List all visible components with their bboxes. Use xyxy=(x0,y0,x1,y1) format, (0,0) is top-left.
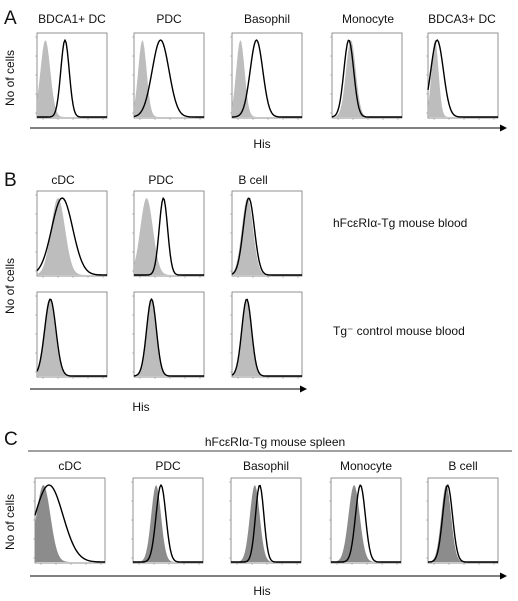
panel-b-isotype-fill xyxy=(134,198,204,275)
panel-c-stain-line xyxy=(133,484,203,563)
panel-a-title-5: BDCA3+ DC xyxy=(428,12,496,26)
panel-c: C hFcεRIα-Tg mouse spleen cDC PDC Basoph… xyxy=(3,429,512,598)
panel-b-row-label-2: Tg⁻ control mouse blood xyxy=(333,324,465,338)
panel-a-title-1: BDCA1+ DC xyxy=(38,12,106,26)
panel-c-isotype-fill xyxy=(133,485,203,562)
panel-a-title-3: Basophil xyxy=(244,12,290,26)
panel-b-isotype-fill xyxy=(232,198,302,275)
panel-c-arrowhead xyxy=(500,572,507,580)
panel-a-isotype-fill xyxy=(232,40,302,118)
panel-b-title-3: B cell xyxy=(238,173,267,187)
panel-a-histogram-4 xyxy=(330,32,403,120)
panel-b-histograms xyxy=(35,190,303,379)
panel-b: B cDC PDC B cell No of cells hFcεRIα-Tg … xyxy=(3,170,467,414)
panel-c-histogram-frame xyxy=(230,477,302,564)
panel-b-histogram-2 xyxy=(132,190,205,278)
panel-b-isotype-fill xyxy=(134,299,204,376)
panel-b-isotype-fill xyxy=(37,299,107,376)
panel-a-isotype-fill xyxy=(428,40,498,117)
panel-b-histogram-1 xyxy=(35,190,108,278)
panel-c-group-title: hFcεRIα-Tg mouse spleen xyxy=(205,435,345,449)
panel-a-histogram-5 xyxy=(426,32,499,120)
panel-b-histogram-6 xyxy=(230,291,303,379)
panel-a-stain-line xyxy=(427,39,498,118)
panel-a-stain-line xyxy=(231,39,302,118)
panel-a-title-2: PDC xyxy=(156,12,182,26)
panel-a-histograms xyxy=(35,32,499,120)
panel-c-isotype-fill xyxy=(231,485,301,562)
panel-a-isotype-fill xyxy=(37,40,107,118)
panel-a-x-label: His xyxy=(253,137,270,151)
panel-c-isotype-fill xyxy=(428,485,498,562)
panel-c-histogram-3 xyxy=(229,477,302,565)
panel-b-histogram-4 xyxy=(35,291,108,379)
panel-c-histogram-4 xyxy=(329,477,402,565)
panel-a-isotype-fill xyxy=(134,40,204,118)
panel-c-histogram-1 xyxy=(33,477,106,565)
panel-a-arrowhead xyxy=(500,124,507,132)
panel-b-histogram-3 xyxy=(230,190,303,278)
panel-b-stain-line xyxy=(36,298,107,377)
panel-c-histogram-2 xyxy=(131,477,204,565)
panel-b-row-label-1: hFcεRIα-Tg mouse blood xyxy=(333,216,467,230)
panel-c-stain-line xyxy=(34,484,106,563)
panel-a-y-label: No of cells xyxy=(3,50,17,106)
panel-c-stain-line xyxy=(427,484,498,563)
panel-a-letter: A xyxy=(4,8,17,29)
panel-b-title-2: PDC xyxy=(148,173,174,187)
panel-c-title-3: Basophil xyxy=(243,459,289,473)
panel-c-histograms xyxy=(33,477,499,565)
panel-b-stain-line xyxy=(36,197,107,276)
panel-c-histogram-5 xyxy=(426,477,499,565)
panel-b-stain-line xyxy=(231,197,302,276)
panel-b-letter: B xyxy=(4,170,17,191)
panel-a-stain-line xyxy=(133,39,204,118)
panel-c-histogram-frame xyxy=(132,477,204,564)
panel-b-stain-line xyxy=(133,298,204,377)
panel-c-x-label: His xyxy=(253,584,270,598)
panel-b-isotype-fill xyxy=(232,299,302,376)
panel-b-title-1: cDC xyxy=(51,173,75,187)
panel-c-title-2: PDC xyxy=(155,459,181,473)
panel-a-stain-line xyxy=(331,39,402,118)
panel-c-title-5: B cell xyxy=(448,459,477,473)
panel-b-histogram-5 xyxy=(132,291,205,379)
panel-a-stain-line xyxy=(37,39,107,118)
panel-b-y-label: No of cells xyxy=(3,258,17,314)
panel-a-histogram-2 xyxy=(132,32,205,120)
panel-c-title-1: cDC xyxy=(58,459,82,473)
panel-c-letter: C xyxy=(4,429,18,450)
panel-c-isotype-fill xyxy=(35,485,105,562)
panel-c-isotype-fill xyxy=(331,485,401,562)
panel-c-y-label: No of cells xyxy=(3,494,17,550)
panel-a-histogram-3 xyxy=(230,32,303,120)
panel-b-stain-line xyxy=(134,197,204,276)
panel-b-x-label: His xyxy=(132,400,149,414)
panel-b-arrowhead xyxy=(300,385,307,393)
panel-a: A BDCA1+ DC PDC Basophil Monocyte BDCA3+… xyxy=(3,8,507,151)
panel-b-stain-line xyxy=(231,298,302,377)
panel-c-stain-line xyxy=(331,484,401,563)
panel-a-isotype-fill xyxy=(332,40,402,118)
panel-c-stain-line xyxy=(231,484,301,563)
panel-a-histogram-1 xyxy=(35,32,108,120)
panel-a-title-4: Monocyte xyxy=(342,12,394,26)
panel-c-title-4: Monocyte xyxy=(340,459,392,473)
